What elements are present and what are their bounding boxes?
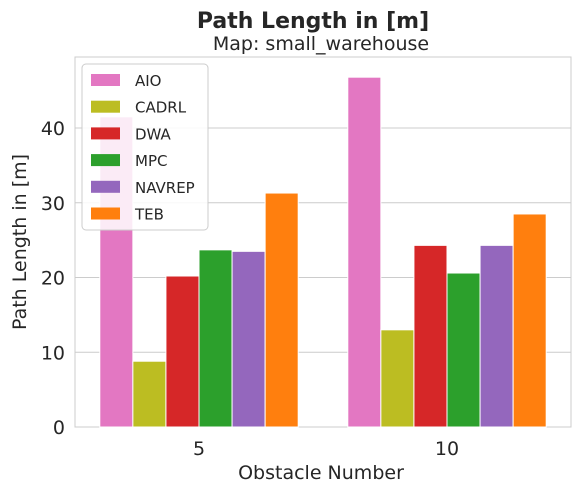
y-tick-label: 30 <box>41 193 65 215</box>
bar-navrep-5 <box>231 250 266 428</box>
bar-cadrl-5 <box>132 360 167 428</box>
legend-swatch-mpc <box>91 154 120 167</box>
x-tick-label: 5 <box>193 438 205 460</box>
chart-subtitle: Map: small_warehouse <box>213 33 429 55</box>
legend-label-dwa: DWA <box>135 125 172 143</box>
bar-dwa-5 <box>165 275 200 428</box>
legend-label-aio: AIO <box>135 72 162 90</box>
legend-swatch-aio <box>91 74 120 86</box>
legend-swatch-cadrl <box>91 100 120 113</box>
bar-cadrl-10 <box>380 329 415 428</box>
y-axis-label: Path Length in [m] <box>9 154 31 330</box>
y-axis-ticks: 0 10 20 30 40 <box>41 118 65 439</box>
bars-group <box>99 76 547 428</box>
bar-dwa-10 <box>413 244 448 428</box>
legend: AIO CADRL DWA MPC NAVREP TEB <box>81 63 209 231</box>
legend-swatch-navrep <box>91 180 120 193</box>
x-axis-ticks: 5 10 <box>193 438 459 460</box>
legend-label-teb: TEB <box>134 206 164 224</box>
legend-swatch-teb <box>91 207 120 220</box>
y-tick-label: 40 <box>41 118 65 140</box>
bar-mpc-10 <box>446 272 481 428</box>
legend-label-navrep: NAVREP <box>135 179 195 197</box>
y-tick-label: 10 <box>41 342 65 364</box>
x-tick-label: 10 <box>435 438 459 460</box>
x-axis-label: Obstacle Number <box>238 462 404 484</box>
bar-teb-10 <box>512 213 547 428</box>
legend-label-mpc: MPC <box>135 152 167 170</box>
bar-mpc-5 <box>198 249 233 428</box>
y-tick-label: 20 <box>41 268 65 290</box>
y-tick-label: 0 <box>53 417 65 439</box>
chart-title: Path Length in [m] <box>197 9 429 34</box>
legend-label-cadrl: CADRL <box>135 99 187 117</box>
plot-area-frame <box>74 56 572 428</box>
bar-teb-5 <box>264 192 299 428</box>
legend-swatch-dwa <box>91 127 120 140</box>
bar-aio-10 <box>347 76 382 428</box>
bar-navrep-10 <box>479 244 514 428</box>
